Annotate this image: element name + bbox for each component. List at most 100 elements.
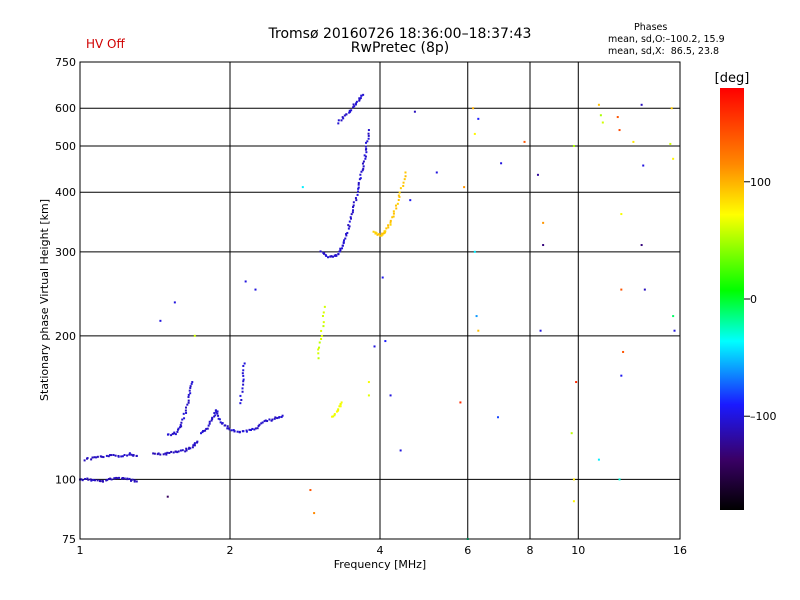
echo-point [242, 369, 245, 372]
echo-point [232, 429, 235, 432]
x-tick-label: 8 [527, 544, 534, 557]
echo-point [362, 167, 365, 170]
echo-point [128, 477, 131, 480]
echo-point [620, 288, 623, 291]
echo-point [341, 247, 344, 250]
echo-point [101, 480, 104, 483]
echo-point [159, 319, 162, 322]
echo-point [320, 334, 323, 337]
echo-point [217, 414, 220, 417]
echo-point [367, 134, 370, 137]
echo-point [477, 117, 480, 120]
echo-point [363, 154, 366, 157]
echo-point [128, 453, 131, 456]
echo-point [254, 427, 257, 430]
echo-point [367, 137, 370, 140]
echo-point [389, 219, 392, 222]
echo-point [174, 433, 177, 436]
echo-point [202, 429, 205, 432]
echo-point [242, 374, 245, 377]
echo-point [672, 157, 675, 160]
echo-point [228, 428, 231, 431]
echo-point [358, 178, 361, 181]
echo-point [170, 434, 173, 437]
echo-point [342, 117, 345, 120]
echo-point [339, 405, 342, 408]
echo-point [402, 184, 405, 187]
echo-point [389, 221, 392, 224]
data-points [78, 93, 676, 540]
echo-point [345, 113, 348, 116]
echo-point [236, 430, 239, 433]
echo-point [358, 98, 361, 101]
x-tick-label: 2 [227, 544, 234, 557]
echo-point [403, 178, 406, 181]
echo-point [632, 140, 635, 143]
echo-point [399, 449, 402, 452]
echo-point [126, 478, 129, 481]
stats-heading: Phases [634, 22, 668, 33]
echo-point [365, 147, 368, 150]
echo-point [374, 231, 377, 234]
echo-point [620, 374, 623, 377]
echo-point [339, 249, 342, 252]
echo-point [168, 451, 171, 454]
echo-point [128, 452, 131, 455]
x-tick-label: 4 [377, 544, 384, 557]
echo-point [339, 247, 342, 250]
colorbar-tick-label: 100 [750, 176, 771, 189]
echo-point [301, 186, 304, 189]
echo-point [90, 458, 93, 461]
echo-point [243, 362, 246, 365]
echo-point [352, 106, 355, 109]
echo-point [230, 429, 233, 432]
echo-point [337, 409, 340, 412]
echo-point [184, 450, 187, 453]
echo-point [81, 479, 84, 482]
echo-point [389, 394, 392, 397]
echo-point [86, 457, 89, 460]
echo-point [352, 204, 355, 207]
echo-point [278, 416, 281, 419]
echo-point [276, 417, 279, 420]
echo-point [170, 450, 173, 453]
echo-point [341, 244, 344, 247]
echo-point [373, 345, 376, 348]
echo-point [357, 187, 360, 190]
echo-point [597, 103, 600, 106]
echo-point [572, 144, 575, 147]
echo-point [184, 409, 187, 412]
echo-point [618, 129, 621, 132]
echo-point [669, 142, 672, 145]
y-tick-label: 750 [55, 56, 76, 69]
echo-point [477, 329, 480, 332]
echo-point [642, 164, 645, 167]
echo-point [117, 476, 120, 479]
echo-point [204, 429, 207, 432]
echo-point [191, 381, 194, 384]
echo-point [463, 186, 466, 189]
echo-point [248, 428, 251, 431]
echo-point [322, 311, 325, 314]
plot-frame [79, 61, 681, 540]
echo-point [189, 392, 192, 395]
echo-point [379, 234, 382, 237]
echo-point [261, 421, 264, 424]
echo-point [327, 256, 330, 259]
echo-point [570, 432, 573, 435]
echo-point [345, 232, 348, 235]
x-tick-label: 16 [673, 544, 687, 557]
echo-point [171, 432, 174, 435]
echo-point [205, 427, 208, 430]
echo-point [313, 512, 316, 515]
echo-point [123, 454, 126, 457]
echo-point [245, 429, 248, 432]
echo-point [322, 325, 325, 328]
echo-point [176, 430, 179, 433]
echo-point [599, 114, 602, 117]
axis-ticks: 1 2 4 6 8 10 16 75 100 200 300 400 500 600 750 [55, 56, 687, 557]
echo-point [352, 103, 355, 106]
echo-point [542, 221, 545, 224]
echo-point [193, 334, 196, 337]
echo-point [344, 237, 347, 240]
